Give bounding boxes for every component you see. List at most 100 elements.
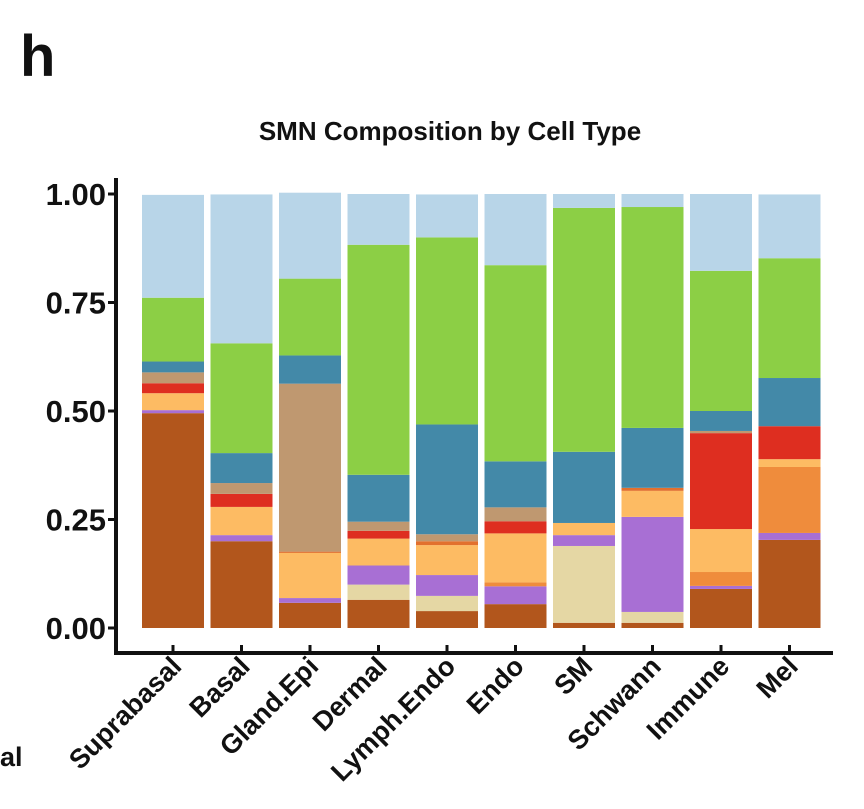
- bar-segment-light-blue: [758, 194, 821, 259]
- bar-segment-blue: [621, 427, 684, 488]
- bar-segment-red: [210, 493, 273, 507]
- y-tick-label: 1.00: [46, 177, 106, 212]
- bar-segment-brown: [416, 611, 478, 628]
- x-tick-label: SM: [548, 651, 598, 701]
- bar-segment-beige: [347, 584, 410, 600]
- bar-segment-blue: [758, 378, 821, 427]
- bar-stack-gland-epi: [279, 192, 341, 628]
- bar-segment-orange: [758, 466, 821, 533]
- bar-segment-light-blue: [279, 192, 341, 279]
- bar-segment-blue: [416, 424, 478, 535]
- bar-segment-tan: [484, 507, 547, 522]
- bar-segment-green: [553, 207, 615, 452]
- bar-segment-red: [484, 521, 547, 534]
- bar-segment-green: [484, 265, 547, 462]
- bar-segment-tan: [416, 534, 478, 542]
- x-tick-label: Endo: [461, 651, 530, 720]
- bar-stack-sm: [553, 194, 615, 628]
- bar-segment-light-orange: [210, 506, 273, 536]
- bar-segment-red: [758, 426, 821, 460]
- bar-stack-basal: [210, 194, 273, 628]
- bar-segment-red: [690, 433, 752, 530]
- bar-segment-purple: [758, 532, 821, 540]
- bar-segment-tan: [279, 383, 341, 552]
- bar-stack-suprabasal: [142, 194, 204, 628]
- bar-segment-beige: [621, 611, 684, 623]
- bar-segment-blue: [347, 474, 410, 522]
- bar-segment-purple: [553, 535, 615, 546]
- bar-segment-blue: [690, 411, 752, 431]
- bar-segment-blue: [553, 451, 615, 523]
- bar-segment-brown: [279, 602, 341, 628]
- bar-segment-purple: [279, 598, 341, 603]
- bar-segment-tan: [142, 372, 204, 384]
- bar-segment-light-blue: [621, 194, 684, 208]
- bar-segment-light-orange: [690, 529, 752, 573]
- x-ticks-group: SuprabasalBasalGland.EpiDermalLymph.Endo…: [63, 645, 804, 787]
- bar-segment-dark-orange: [621, 487, 684, 491]
- bar-segment-light-orange: [279, 552, 341, 599]
- bar-segment-green: [142, 297, 204, 362]
- bar-segment-green: [621, 207, 684, 428]
- bar-segment-green: [210, 343, 273, 454]
- cropped-label-fragment: al: [0, 742, 23, 772]
- bar-segment-light-blue: [347, 194, 410, 245]
- bar-segment-green: [758, 258, 821, 379]
- bar-segment-orange: [484, 582, 547, 587]
- bar-segment-dark-orange: [416, 541, 478, 546]
- panel-label: h: [20, 24, 56, 89]
- bar-segment-brown: [347, 599, 410, 628]
- bar-segment-purple: [347, 565, 410, 585]
- bar-stack-schwann: [621, 194, 684, 628]
- bar-segment-brown: [484, 604, 547, 628]
- bar-segment-orange: [690, 572, 752, 586]
- bar-segment-brown: [553, 622, 615, 628]
- bar-segment-blue: [279, 355, 341, 384]
- bar-segment-light-orange: [347, 538, 410, 566]
- x-tick-label: Mel: [751, 651, 804, 704]
- bar-segment-purple: [416, 575, 478, 596]
- bar-segment-light-orange: [621, 490, 684, 517]
- bar-segment-purple: [484, 586, 547, 605]
- bar-segment-purple: [690, 585, 752, 589]
- bar-segment-dark-orange: [279, 551, 341, 553]
- bar-segment-green: [416, 237, 478, 425]
- bar-segment-beige: [416, 595, 478, 612]
- bar-segment-light-blue: [484, 194, 547, 266]
- bar-segment-green: [279, 278, 341, 356]
- y-tick-label: 0.50: [46, 394, 106, 429]
- bar-segment-purple: [142, 410, 204, 414]
- bar-segment-tan: [347, 521, 410, 531]
- bar-segment-light-orange: [553, 522, 615, 536]
- bar-stack-dermal: [347, 194, 410, 628]
- bar-segment-brown: [621, 622, 684, 628]
- bar-segment-light-orange: [758, 459, 821, 467]
- bar-segment-tan: [690, 430, 752, 434]
- bar-segment-red: [142, 383, 204, 394]
- bar-segment-tan: [210, 483, 273, 494]
- bar-segment-blue: [484, 461, 547, 508]
- bar-segment-light-blue: [142, 194, 204, 298]
- bar-segment-brown: [210, 541, 273, 628]
- bar-segment-green: [347, 244, 410, 475]
- bar-segment-red: [347, 530, 410, 539]
- y-tick-label: 0.25: [46, 503, 106, 538]
- bar-segment-light-blue: [553, 194, 615, 208]
- bar-segment-green: [690, 270, 752, 411]
- bar-segment-light-orange: [484, 533, 547, 583]
- bar-segment-light-blue: [210, 194, 273, 344]
- bar-segment-light-orange: [142, 393, 204, 411]
- axes-group: [114, 178, 833, 655]
- chart-title: SMN Composition by Cell Type: [258, 116, 642, 146]
- y-tick-label: 0.75: [46, 286, 106, 321]
- bar-segment-blue: [210, 453, 273, 484]
- bars-group: [142, 192, 821, 628]
- x-tick-label: Suprabasal: [63, 651, 187, 775]
- bar-segment-blue: [142, 361, 204, 373]
- y-tick-label: 0.00: [46, 611, 106, 646]
- bar-segment-brown: [142, 413, 204, 628]
- bar-segment-brown: [758, 539, 821, 628]
- y-ticks-group: 0.00 0.25 0.50 0.75 1.00: [46, 177, 116, 646]
- bar-segment-beige: [553, 545, 615, 623]
